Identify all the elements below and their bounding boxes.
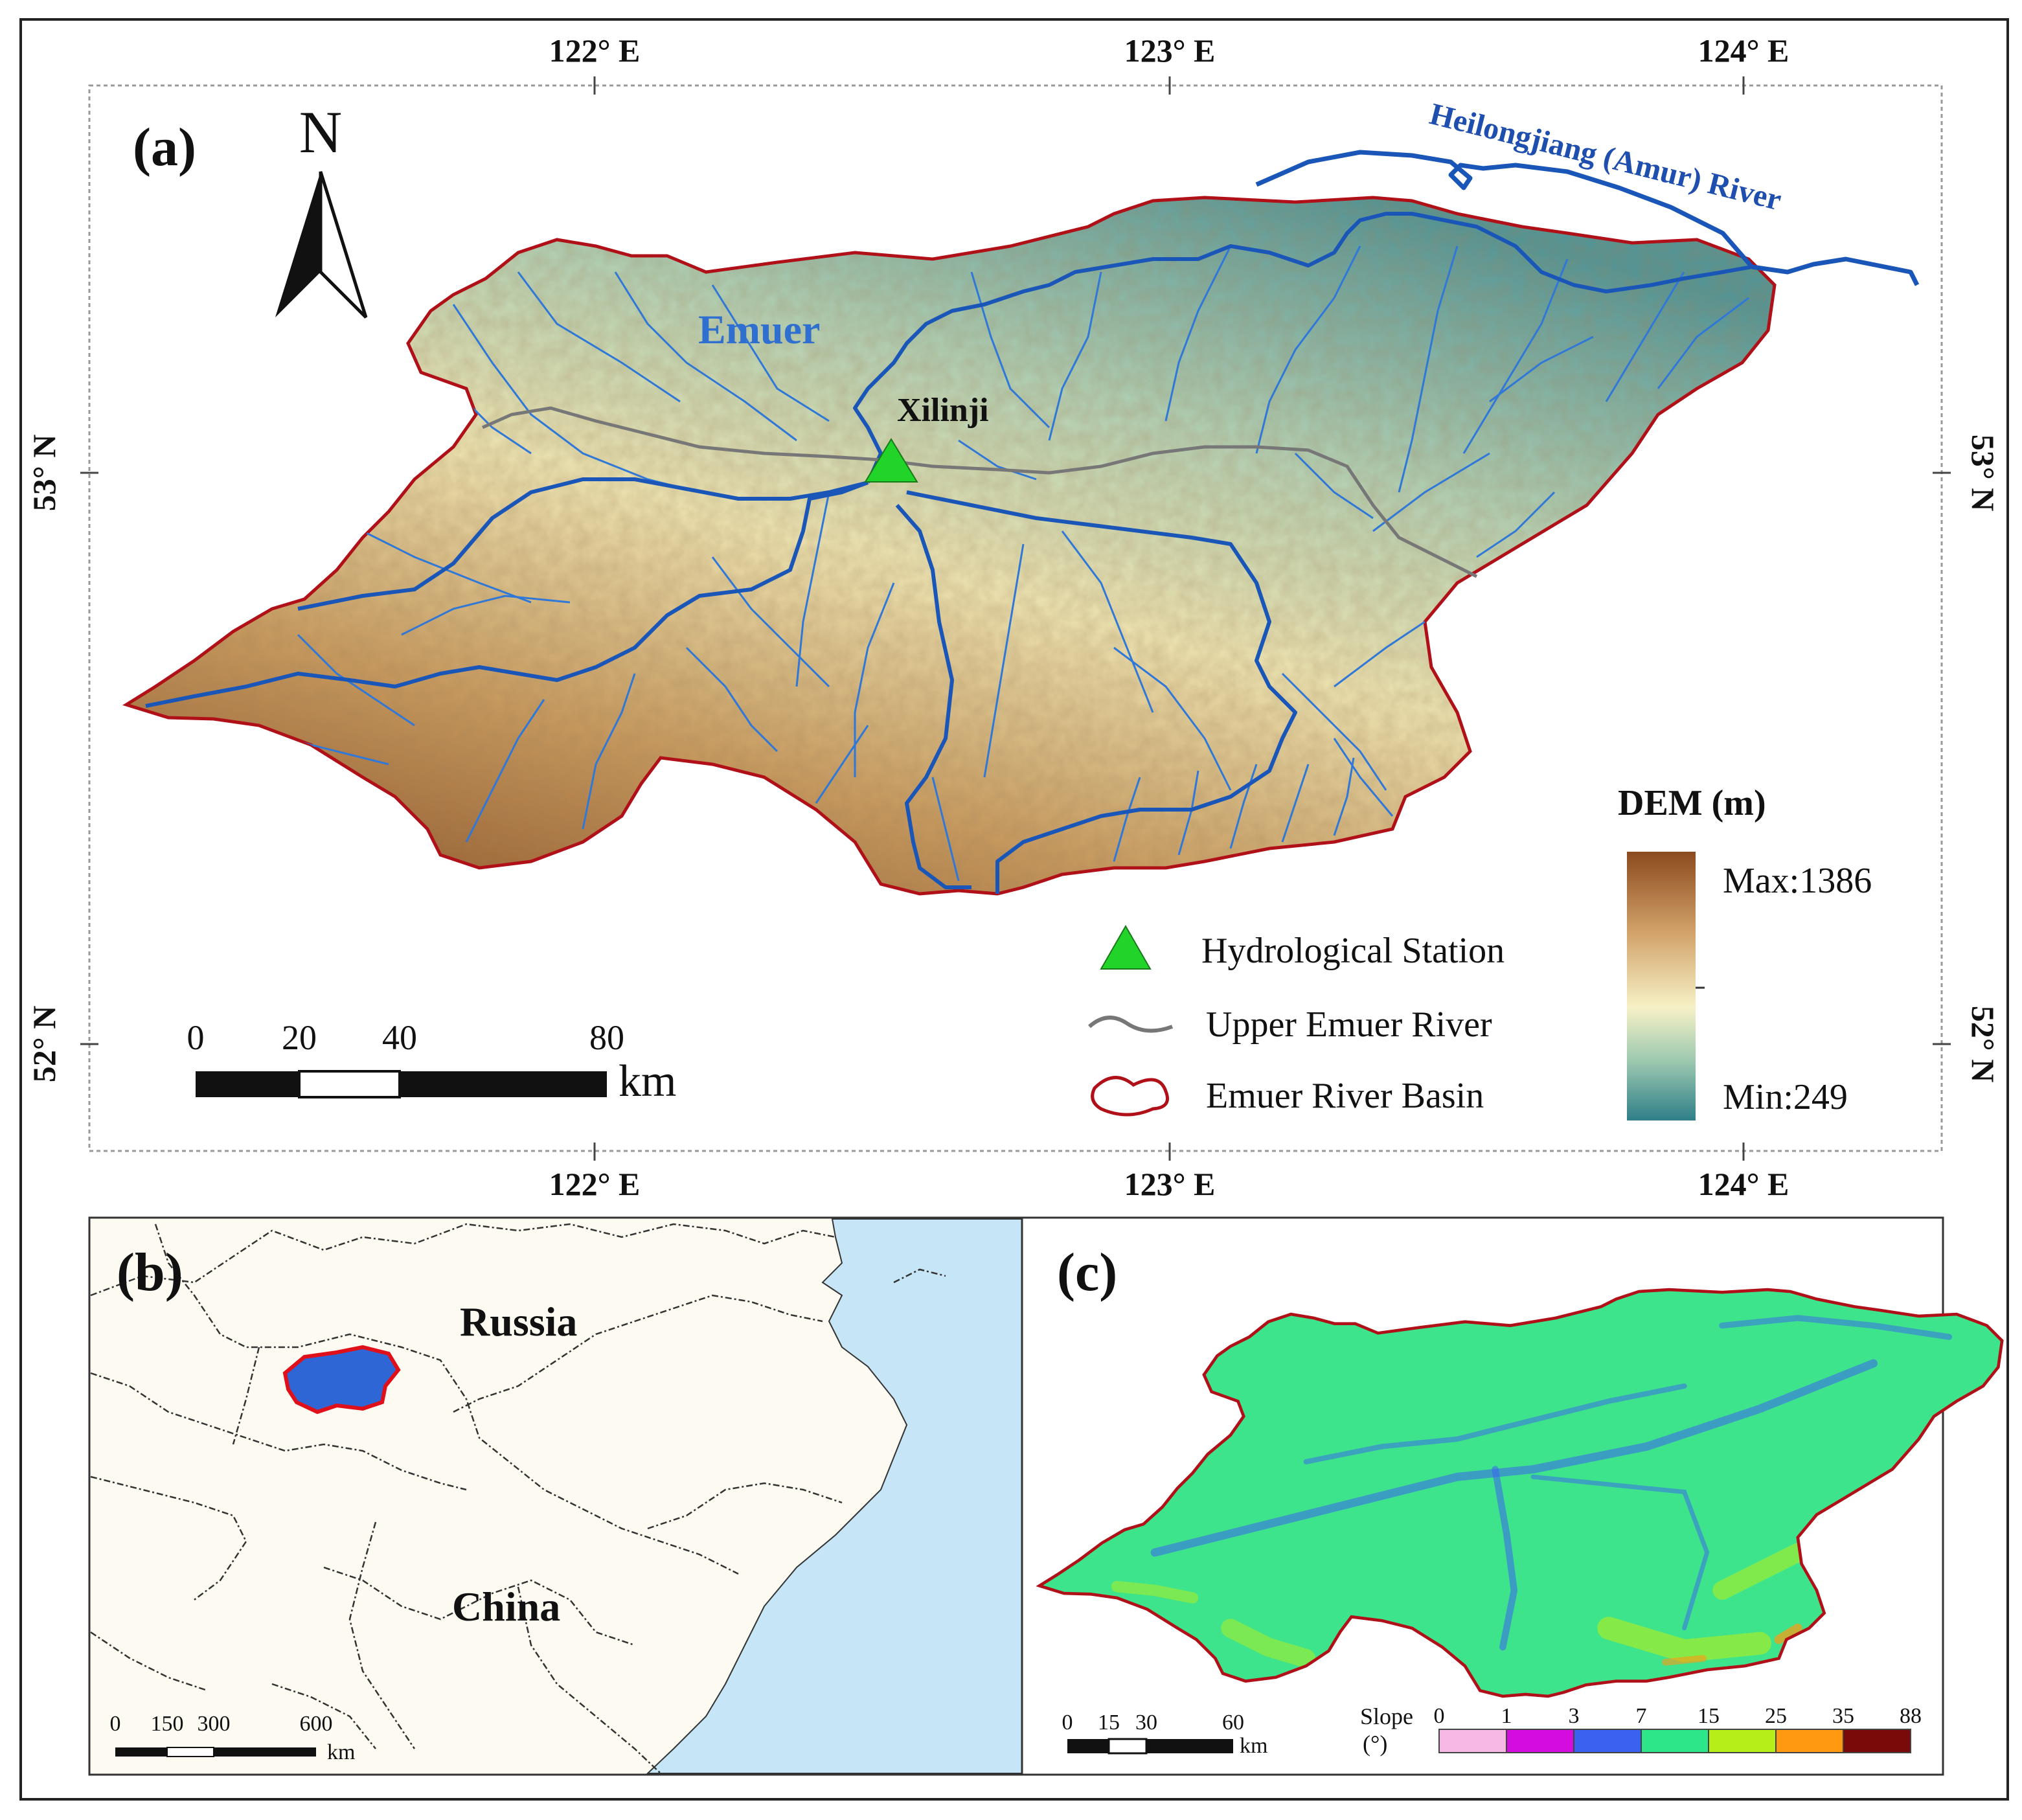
slope-legend: Slope (°) 0 1 3 7 15 25 35 88 [1360, 1703, 1922, 1757]
panel-c: (c) 0 15 30 [1021, 1216, 2002, 1776]
scale-a-80: 80 [589, 1018, 624, 1057]
main-rivers [145, 212, 1753, 894]
russia-label: Russia [460, 1299, 577, 1345]
legend-basin-icon [1091, 1076, 1169, 1117]
dem-min: Min:249 [1723, 1077, 1848, 1117]
upper-emuer-boundary [481, 406, 1478, 578]
scale-a-0: 0 [187, 1018, 205, 1057]
legend-basin-label: Emuer River Basin [1206, 1076, 1484, 1116]
dem-colorbar [1627, 852, 1696, 1120]
province-borders [90, 1223, 946, 1774]
scale-a-40: 40 [382, 1018, 417, 1057]
panel-a-legend: Hydrological Station Upper Emuer River E… [1088, 924, 1505, 1117]
xilinji-station-icon [864, 438, 918, 483]
slope-class-2 [1573, 1729, 1642, 1753]
xilinji-label: Xilinji [897, 392, 989, 429]
slope-title: Slope [1360, 1703, 1413, 1729]
lat-left-52: 52° N [26, 1006, 62, 1083]
slope-break-4: 15 [1698, 1704, 1720, 1728]
legend-station-label: Hydrological Station [1201, 931, 1505, 971]
lon-top-124: 124° E [1698, 32, 1789, 69]
lon-bottom-123: 123° E [1124, 1166, 1216, 1202]
panel-b: (b) Russia China 0 150 300 600 km [88, 1216, 1023, 1776]
panel-a: 122° E 123° E 124° E 122° E 123° E 124° … [26, 32, 2001, 1202]
panel-c-label: (c) [1057, 1242, 1117, 1302]
china-label: China [452, 1584, 560, 1630]
scale-a-unit: km [619, 1056, 676, 1106]
graticule-ticks [80, 76, 1951, 1161]
middle-branch-river [297, 477, 869, 611]
legend-station-icon [1100, 924, 1152, 970]
scale-c-0: 0 [1062, 1711, 1073, 1735]
slope-break-1: 1 [1501, 1704, 1512, 1728]
scale-c-unit: km [1240, 1734, 1267, 1758]
panel-a-label: (a) [133, 117, 196, 177]
eastern-loop-river [906, 490, 1297, 894]
north-arrow-icon: N [275, 99, 368, 319]
scale-b-150: 150 [151, 1712, 184, 1736]
slope-break-7: 88 [1900, 1704, 1922, 1728]
scale-b-300: 300 [198, 1712, 231, 1736]
panel-b-label: (b) [117, 1242, 183, 1302]
scale-b-600: 600 [300, 1712, 333, 1736]
slope-class-0 [1438, 1729, 1507, 1753]
lon-bottom-124: 124° E [1698, 1166, 1789, 1202]
panel-c-scale-bar: 0 15 30 60 km [1062, 1711, 1268, 1758]
slope-break-5: 25 [1765, 1704, 1787, 1728]
legend-upper-icon [1088, 1016, 1174, 1033]
lon-top-123: 123° E [1124, 32, 1216, 69]
sea-area [646, 1218, 1023, 1774]
emuer-main-river [853, 212, 1753, 484]
slope-break-0: 0 [1434, 1704, 1445, 1728]
southern-river [895, 504, 971, 889]
dem-title: DEM (m) [1618, 783, 1766, 823]
legend-upper-label: Upper Emuer River [1206, 1005, 1492, 1045]
slope-class-4 [1708, 1729, 1777, 1753]
slope-colorbar [1438, 1729, 1911, 1753]
slope-basin [1039, 1290, 2002, 1696]
scale-b-0: 0 [110, 1712, 121, 1736]
north-label: N [299, 99, 342, 165]
panel-a-scale-bar: 0 20 40 80 km [187, 1018, 677, 1106]
slope-class-5 [1775, 1729, 1844, 1753]
scale-c-30: 30 [1135, 1711, 1157, 1735]
dem-legend: DEM (m) Max:1386 Min:249 [1618, 783, 1872, 1120]
scale-a-20: 20 [282, 1018, 317, 1057]
slope-class-3 [1641, 1729, 1709, 1753]
emuer-label: Emuer [698, 306, 820, 352]
lon-bottom-122: 122° E [549, 1166, 641, 1202]
slope-class-6 [1843, 1729, 1911, 1753]
lat-left-53: 53° N [26, 435, 62, 512]
scale-c-15: 15 [1098, 1711, 1120, 1735]
slope-break-3: 7 [1636, 1704, 1647, 1728]
slope-break-2: 3 [1569, 1704, 1580, 1728]
scale-c-60: 60 [1222, 1711, 1244, 1735]
slope-unit: (°) [1363, 1731, 1387, 1757]
western-branch-river [145, 481, 869, 708]
scale-b-unit: km [327, 1740, 355, 1764]
lat-right-53: 53° N [1965, 435, 2001, 512]
slope-break-6: 35 [1832, 1704, 1854, 1728]
figure-frame [19, 18, 2009, 1801]
heilongjiang-river [1255, 150, 1920, 286]
lon-top-122: 122° E [549, 32, 641, 69]
basin-location-marker [282, 1345, 401, 1415]
slope-class-1 [1506, 1729, 1574, 1753]
panel-b-scale-bar: 0 150 300 600 km [110, 1712, 356, 1764]
slope-break-labels: 0 1 3 7 15 25 35 88 [1434, 1704, 1922, 1728]
dem-max: Max:1386 [1723, 861, 1872, 901]
lat-right-52: 52° N [1965, 1006, 2001, 1083]
